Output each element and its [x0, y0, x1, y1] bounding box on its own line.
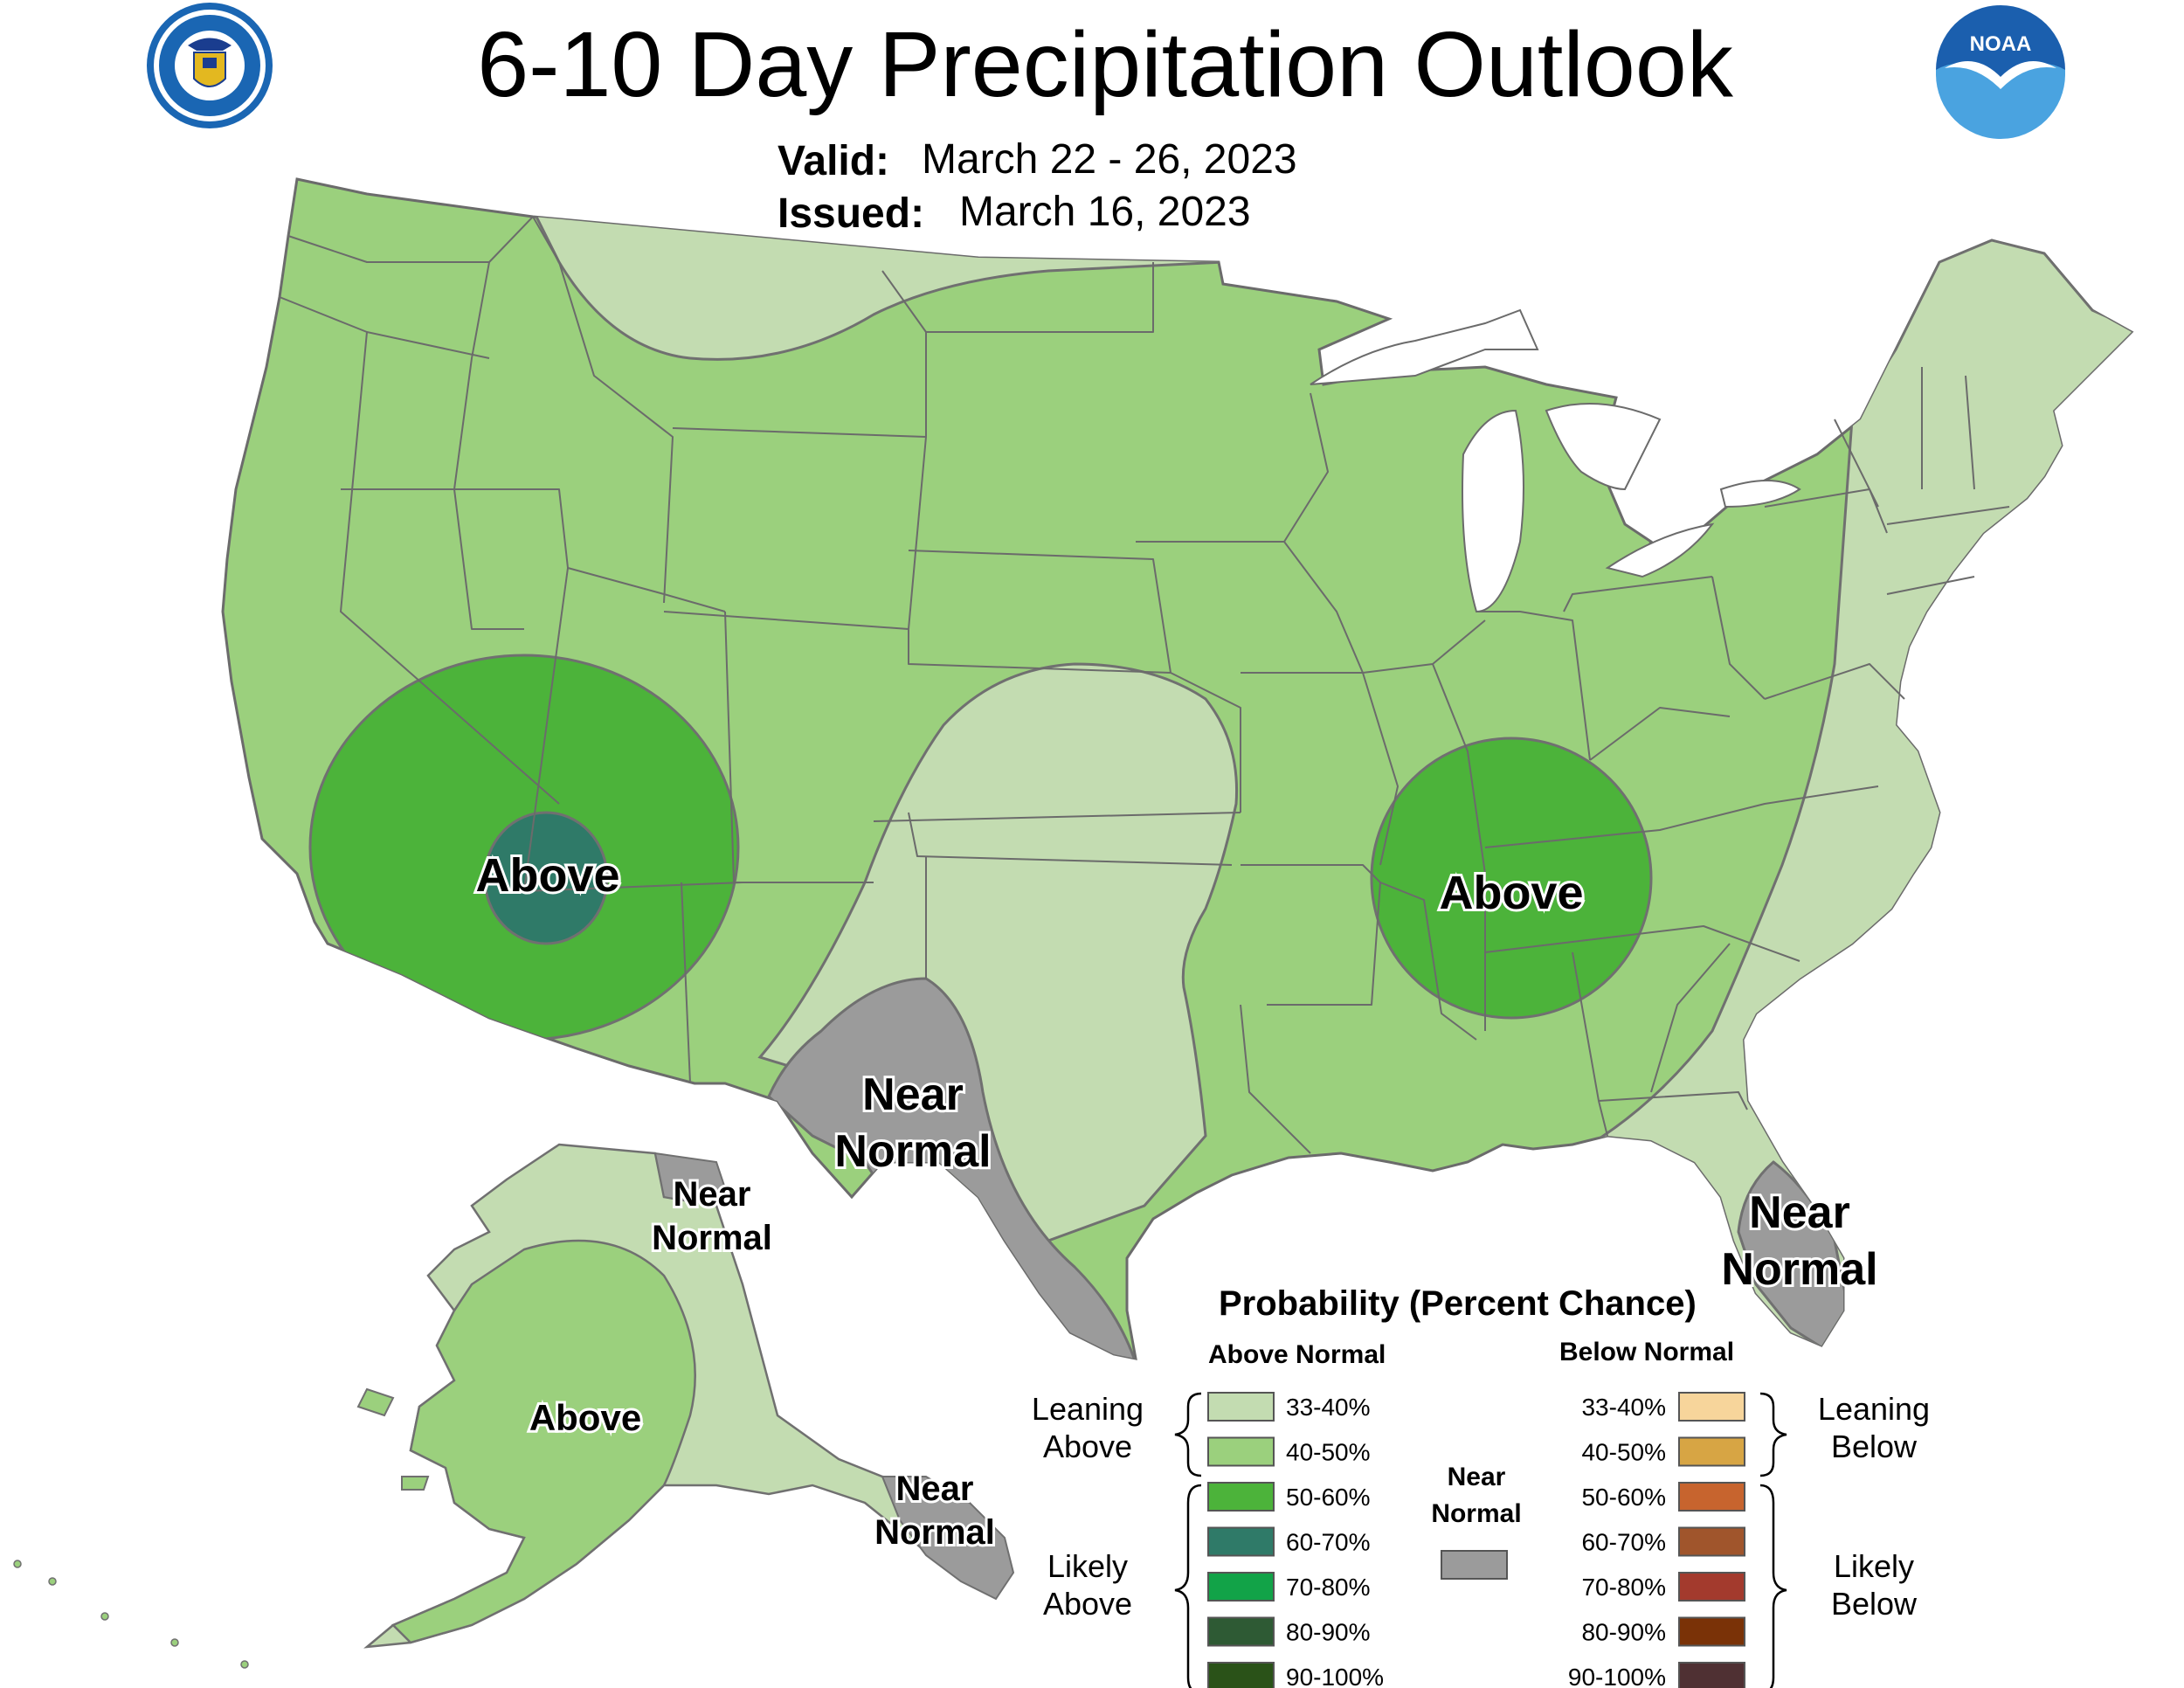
- noaa-logo-text: NOAA: [1970, 32, 2032, 56]
- legend-above-label-2: 40-50%: [1286, 1439, 1371, 1466]
- legend-above-label-5: 70-80%: [1286, 1574, 1371, 1601]
- label-alaska-ne-near: Near: [674, 1175, 751, 1214]
- legend-leaning-below-line1: Leaning: [1818, 1391, 1930, 1427]
- legend-below-label-5: 70-80%: [1581, 1574, 1666, 1601]
- legend-near-normal-swatch: [1441, 1550, 1508, 1580]
- legend-above-header: Above Normal: [1208, 1340, 1386, 1369]
- legend-near-header-line1: Near: [1448, 1463, 1506, 1491]
- legend-above-swatches: 33-40% 40-50% 50-60% 60-70% 70-80% 80-90% 90-1…: [1207, 1392, 1384, 1688]
- page-title: 6-10 Day Precipitation Outlook: [477, 13, 1734, 116]
- legend-below-swatches: 33-40% 40-50% 50-60% 60-70% 70-80% 80-90% 90-1…: [1568, 1392, 1745, 1688]
- legend-above-label-3: 50-60%: [1286, 1484, 1371, 1511]
- legend-above-swatch-3: [1207, 1482, 1275, 1512]
- valid-label: Valid:: [778, 138, 889, 184]
- legend-above-swatch-1: [1207, 1392, 1275, 1422]
- legend-above-label-1: 33-40%: [1286, 1394, 1371, 1421]
- southwest-likely-above-60-70-region: [483, 811, 609, 945]
- label-florida-near: Near: [1749, 1187, 1850, 1238]
- legend-above-label-7: 90-100%: [1286, 1664, 1384, 1688]
- legend-likely-below-line1: Likely: [1834, 1548, 1914, 1584]
- legend-below-swatch-6: [1678, 1616, 1745, 1647]
- alaska-northeast-near-normal-region: [653, 1152, 727, 1203]
- legend-below-label-1: 33-40%: [1581, 1394, 1666, 1421]
- label-alaska-above: Above: [529, 1397, 641, 1438]
- legend-below-label-6: 80-90%: [1581, 1619, 1666, 1646]
- texas-near-normal-region: [767, 977, 1138, 1359]
- label-alaska-se-near: Near: [896, 1470, 974, 1508]
- legend-title: Probability (Percent Chance): [1219, 1284, 1697, 1323]
- legend-leaning-below-line2: Below: [1831, 1429, 1918, 1464]
- legend-above-label-4: 60-70%: [1286, 1529, 1371, 1556]
- legend-likely-above-line2: Above: [1043, 1586, 1132, 1622]
- tennessee-likely-above-50-60-region: [1370, 737, 1653, 1020]
- legend-below-swatch-3: [1678, 1482, 1745, 1512]
- alaska-above-40-50-region: [390, 1239, 696, 1644]
- legend-below-header: Below Normal: [1559, 1338, 1734, 1366]
- legend: Probability (Percent Chance) Above Norma…: [1032, 1284, 1930, 1688]
- legend-below-swatch-4: [1678, 1526, 1745, 1557]
- legend-below-label-4: 60-70%: [1581, 1529, 1666, 1556]
- legend-below-label-2: 40-50%: [1581, 1439, 1666, 1466]
- brace-leaning-above: [1174, 1392, 1202, 1477]
- legend-below-swatch-1: [1678, 1392, 1745, 1422]
- legend-near-header-line2: Normal: [1431, 1499, 1521, 1528]
- valid-value: March 22 - 26, 2023: [922, 136, 1297, 183]
- label-texas-near: Near: [862, 1069, 964, 1120]
- legend-likely-below-line2: Below: [1831, 1586, 1918, 1622]
- legend-below-swatch-7: [1678, 1662, 1745, 1688]
- label-southwest-above: Above: [475, 849, 619, 902]
- brace-likely-below: [1759, 1484, 1787, 1688]
- issued-value: March 16, 2023: [959, 189, 1251, 235]
- legend-above-swatch-5: [1207, 1572, 1275, 1602]
- legend-leaning-above-line2: Above: [1043, 1429, 1132, 1464]
- legend-above-swatch-6: [1207, 1616, 1275, 1647]
- label-tennessee-above: Above: [1439, 867, 1583, 919]
- noaa-logo: NOAA: [1936, 5, 2065, 139]
- state-borders: [279, 216, 2010, 1154]
- legend-likely-above-line1: Likely: [1047, 1548, 1128, 1584]
- alaska: [13, 1143, 1015, 1669]
- legend-below-swatch-2: [1678, 1436, 1745, 1467]
- issued-label: Issued:: [778, 190, 924, 237]
- department-of-commerce-seal: [147, 3, 273, 128]
- legend-leaning-above-line1: Leaning: [1032, 1391, 1144, 1427]
- label-texas-normal: Normal: [834, 1126, 991, 1177]
- legend-above-swatch-4: [1207, 1526, 1275, 1557]
- label-alaska-se-normal: Normal: [874, 1513, 995, 1552]
- great-lakes: [1310, 308, 1801, 613]
- legend-above-swatch-2: [1207, 1436, 1275, 1467]
- legend-below-swatch-5: [1678, 1572, 1745, 1602]
- label-alaska-ne-normal: Normal: [652, 1219, 772, 1257]
- legend-below-label-7: 90-100%: [1568, 1664, 1666, 1688]
- label-florida-normal: Normal: [1721, 1244, 1877, 1295]
- legend-below-label-3: 50-60%: [1581, 1484, 1666, 1511]
- legend-above-label-6: 80-90%: [1286, 1619, 1371, 1646]
- alaska-panhandle-near-normal-region: [881, 1476, 1015, 1601]
- brace-leaning-below: [1759, 1392, 1787, 1477]
- brace-likely-above: [1174, 1484, 1202, 1688]
- legend-above-swatch-7: [1207, 1662, 1275, 1688]
